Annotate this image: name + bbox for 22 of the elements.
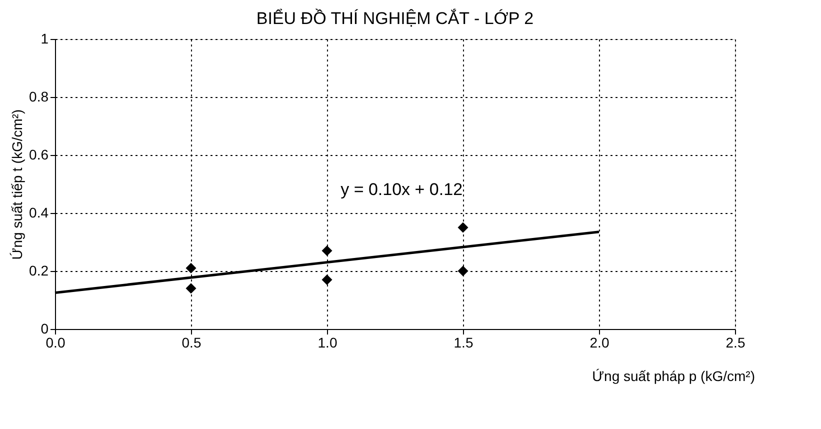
y-tick-label: 0.8 (29, 88, 49, 104)
point (458, 222, 468, 233)
annotation: y = 0.10x + 0.12 (340, 180, 463, 199)
point (322, 274, 332, 285)
x-axis-title: Ứng suất pháp p (kG/cm²) (592, 368, 755, 384)
point (458, 266, 468, 276)
x-tick-label: 2.0 (590, 334, 610, 350)
x-tick-label: 2.5 (726, 334, 746, 350)
y-tick-label: 0.4 (29, 204, 49, 220)
point (322, 245, 332, 256)
y-axis-title: Ứng suất tiếp t (kG/cm²) (9, 109, 26, 260)
y-tick-label: 0.6 (29, 146, 49, 162)
y-tick-label: 0 (40, 320, 49, 336)
chart-title: BIỂU ĐỒ THÍ NGHIỆM CẮT - LỚP 2 (256, 8, 534, 28)
x-tick-label: 1.0 (318, 334, 338, 350)
x-tick-label: 0.5 (182, 334, 202, 350)
x-tick-label: 0.0 (46, 334, 66, 350)
x-tick-label: 1.5 (454, 334, 474, 350)
point (186, 283, 196, 294)
y-tick-label: 0.2 (29, 262, 49, 278)
y-tick-label: 1 (40, 30, 49, 46)
point (186, 262, 196, 274)
